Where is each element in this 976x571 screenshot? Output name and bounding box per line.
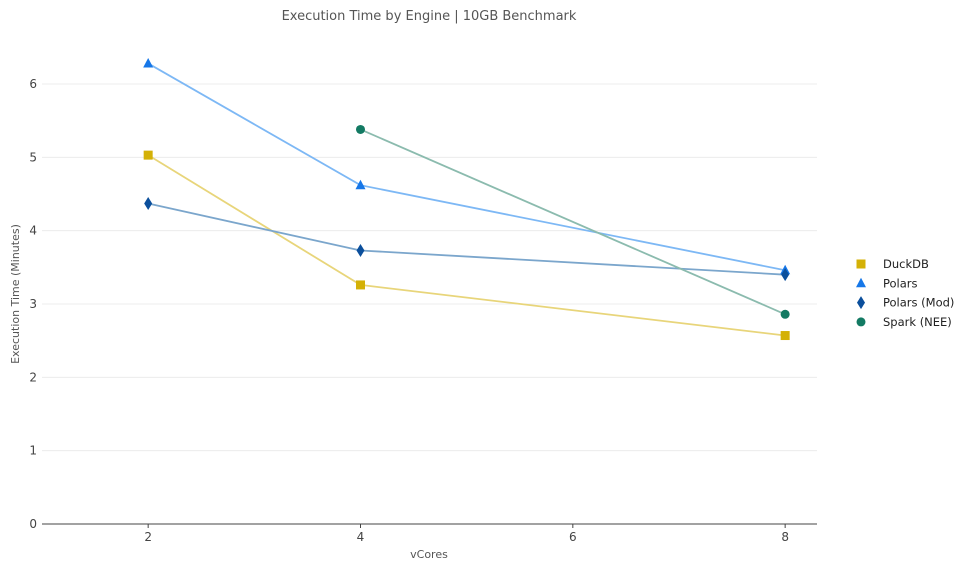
legend-marker-polars-mod [857, 296, 865, 310]
data-point-polars-mod [356, 243, 365, 257]
y-tick-label: 2 [29, 370, 37, 384]
data-point-duckdb [143, 150, 153, 160]
series-markers [143, 57, 791, 341]
series-lines [147, 62, 786, 337]
data-point-polars [143, 57, 154, 68]
legend-label-polars: Polars [883, 276, 918, 290]
legend-label-polars-mod: Polars (Mod) [883, 296, 954, 310]
x-axis-label: vCores [410, 548, 448, 561]
legend-label-spark-nee: Spark (NEE) [883, 315, 952, 329]
chart-title: Execution Time by Engine | 10GB Benchmar… [282, 9, 577, 24]
data-point-duckdb [780, 331, 790, 341]
y-tick-label: 3 [29, 297, 37, 311]
data-point-polars-mod [144, 197, 153, 211]
legend-marker-spark-nee [856, 317, 866, 327]
axes: 0 1 2 3 4 5 6 2 4 6 8 [29, 77, 817, 544]
x-tick-label: 4 [357, 530, 365, 544]
y-tick-label: 0 [29, 517, 37, 531]
y-tick-label: 5 [29, 150, 37, 164]
x-tick-label: 6 [569, 530, 577, 544]
series-line-spark-nee [360, 128, 786, 316]
series-line-duckdb [147, 154, 786, 337]
legend-marker-duckdb [856, 259, 866, 269]
y-tick-label: 1 [29, 444, 37, 458]
legend-marker-polars [856, 277, 866, 288]
data-point-spark-nee [780, 309, 790, 319]
data-point-polars [355, 179, 366, 190]
data-point-polars-mod [781, 268, 790, 282]
x-tick-label: 8 [781, 530, 789, 544]
series-line-polars [147, 62, 786, 272]
data-point-duckdb [355, 280, 365, 290]
legend-label-duckdb: DuckDB [883, 257, 929, 271]
y-tick-label: 4 [29, 224, 37, 238]
data-point-spark-nee [355, 124, 365, 134]
y-axis-label: Execution Time (Minutes) [9, 224, 22, 364]
y-tick-label: 6 [29, 77, 37, 91]
grid-lines [42, 83, 817, 452]
legend: DuckDB Polars Polars (Mod) Spark (NEE) [856, 257, 954, 329]
x-tick-label: 2 [144, 530, 152, 544]
